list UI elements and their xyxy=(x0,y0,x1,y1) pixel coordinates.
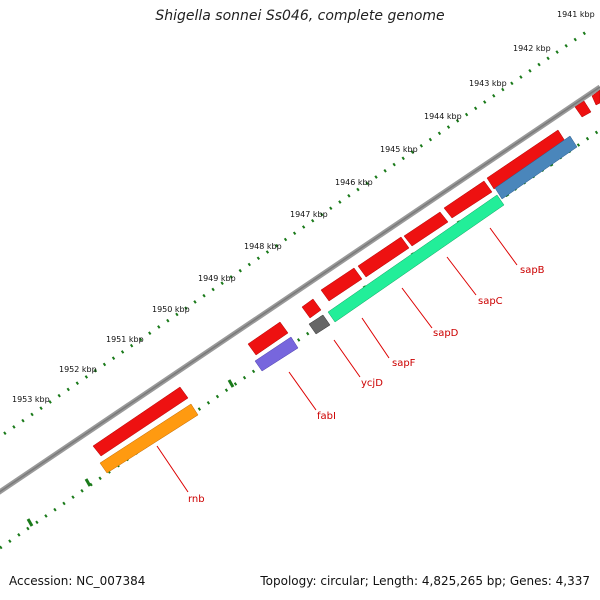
gene-arrow xyxy=(357,236,410,278)
label-connectors xyxy=(156,227,518,493)
gene-arrow xyxy=(443,180,493,219)
gene-arrow-sapB xyxy=(494,135,578,200)
gene-arrow-sap-cluster xyxy=(327,194,505,323)
map-title: Shigella sonnei Ss046, complete genome xyxy=(155,8,445,24)
gene-arrow xyxy=(403,211,449,247)
scale-label: 1950 kbp xyxy=(152,305,190,314)
scale-label: 1943 kbp xyxy=(469,79,507,88)
gene-label-sapF: sapF xyxy=(392,358,416,369)
gene-arrow xyxy=(92,386,189,457)
scale-label: 1941 kbp xyxy=(557,10,595,19)
gene-arrow xyxy=(301,298,322,319)
gene-label-rnb: rnb xyxy=(188,494,205,505)
scale-label: 1953 kbp xyxy=(12,395,50,404)
gene-label-sapC: sapC xyxy=(478,296,503,307)
gene-label-sapB: sapB xyxy=(520,265,545,276)
scale-label: 1946 kbp xyxy=(335,178,373,187)
scale-label: 1945 kbp xyxy=(380,145,418,154)
gene-arrow xyxy=(320,267,363,302)
gene-label-fabI: fabI xyxy=(317,411,336,422)
genome-summary-text: Topology: circular; Length: 4,825,265 bp… xyxy=(260,574,590,588)
scale-label: 1951 kbp xyxy=(106,335,144,344)
gene-arrow xyxy=(247,321,289,356)
gene-label-sapD: sapD xyxy=(433,328,459,339)
gene-arrow-ycjD xyxy=(308,314,331,335)
gene-arrow xyxy=(591,89,600,106)
forward-genes xyxy=(92,89,600,457)
gene-arrow-fabI xyxy=(254,336,299,372)
scale-label: 1944 kbp xyxy=(424,112,462,121)
scale-label: 1942 kbp xyxy=(513,44,551,53)
outer-scale-ring xyxy=(0,26,593,439)
scale-label: 1947 kbp xyxy=(290,210,328,219)
accession-text: Accession: NC_007384 xyxy=(9,574,146,588)
gene-arrow-rnb xyxy=(99,403,199,474)
scale-label: 1952 kbp xyxy=(59,365,97,374)
scale-label: 1949 kbp xyxy=(198,274,236,283)
gene-label-ycjD: ycjD xyxy=(361,378,383,389)
scale-labels: 1941 kbp 1942 kbp 1943 kbp 1944 kbp 1945… xyxy=(12,10,595,404)
inner-scale-ring xyxy=(0,128,600,550)
gene-arrow xyxy=(574,100,592,118)
scale-label: 1948 kbp xyxy=(244,242,282,251)
